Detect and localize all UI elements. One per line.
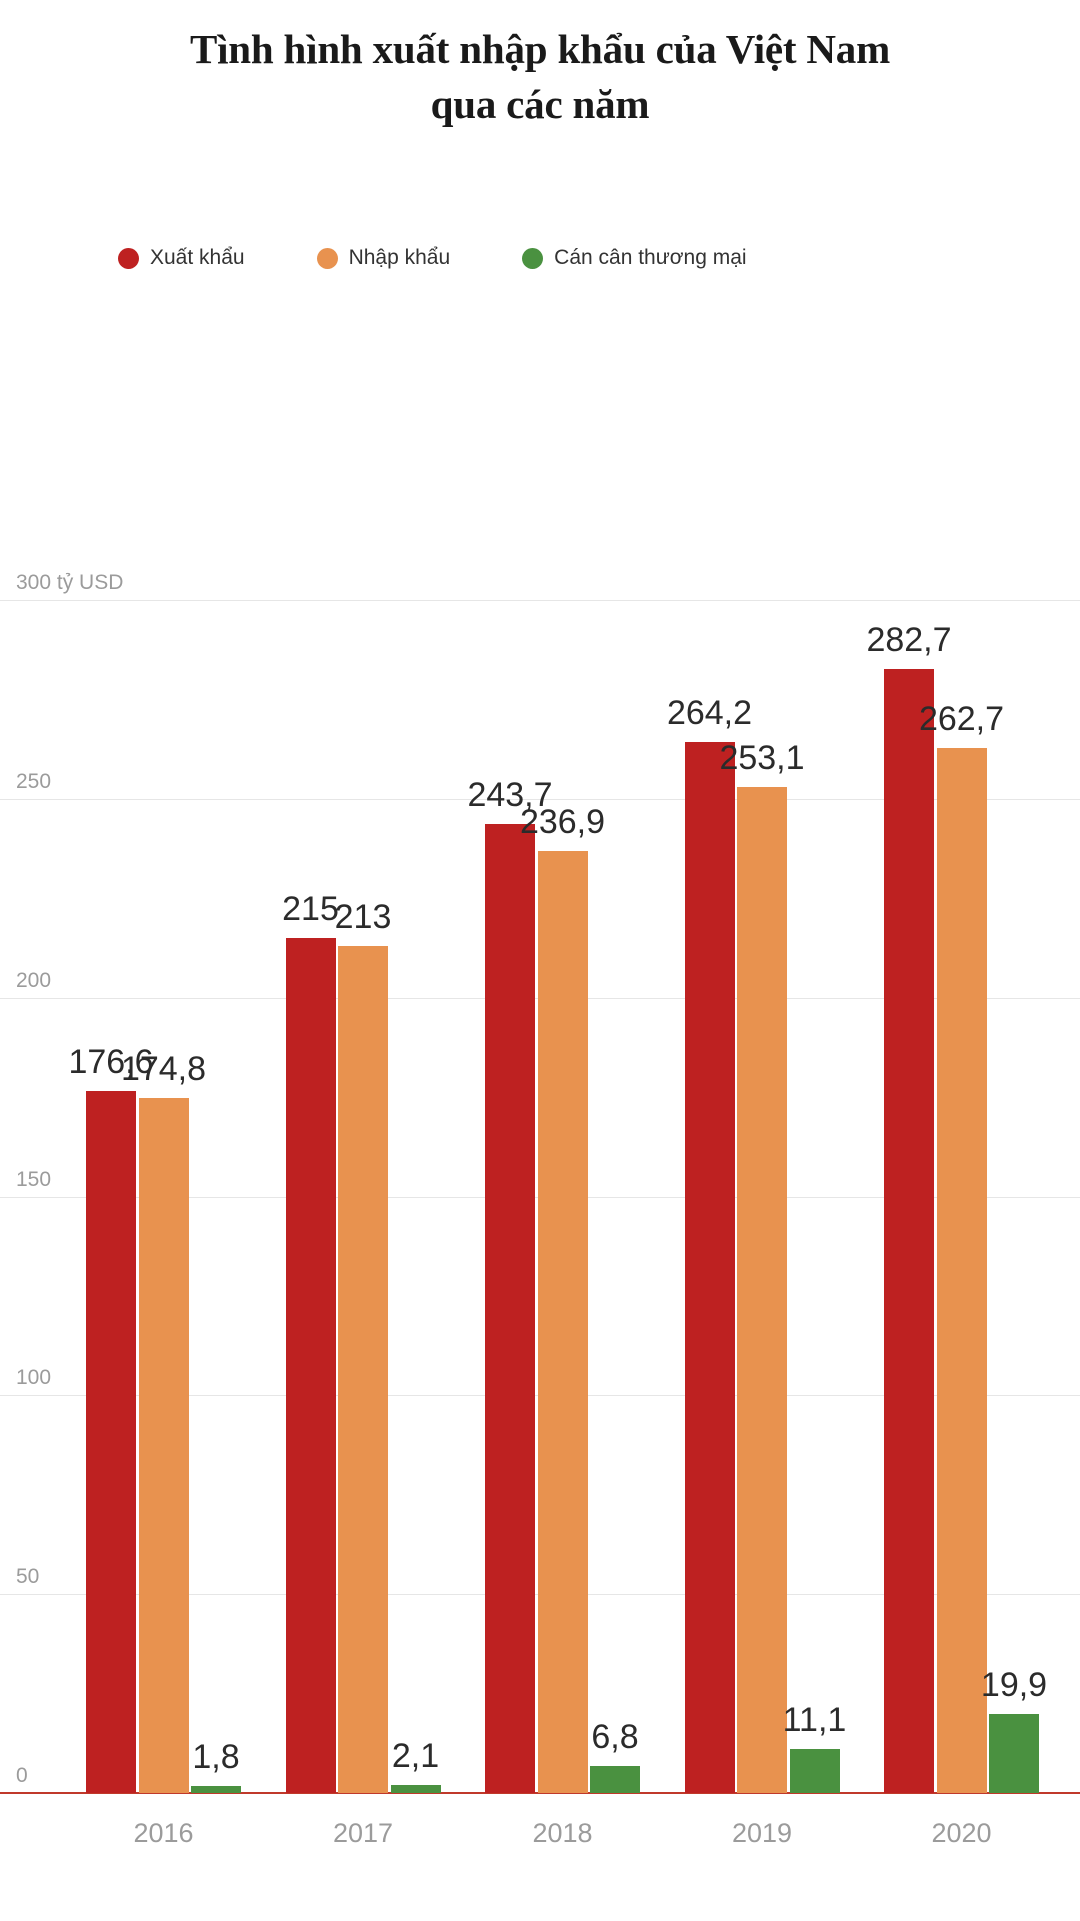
bar-value-label: 243,7 [467,775,553,814]
chart-legend: Xuất khẩu Nhập khẩu Cán cân thương mại [118,246,747,270]
bar-value-label: 174,8 [120,1049,207,1088]
bar-value-label: 176,6 [68,1042,154,1081]
bar[interactable] [737,786,787,1793]
bar-value-label: 1,8 [192,1737,240,1776]
bar[interactable] [884,668,934,1793]
bar-value-label: 253,1 [719,738,805,777]
legend-item[interactable]: Xuất khẩu [118,246,245,270]
legend-dot-icon [316,247,338,269]
bar[interactable] [285,938,336,1793]
bar[interactable] [138,1097,189,1793]
gridline [0,600,1080,601]
bar[interactable] [989,1713,1039,1793]
bar[interactable] [390,1784,441,1793]
title-line-2: qua các năm [430,80,650,127]
x-axis-tick-label: 2018 [532,1818,593,1848]
x-axis-tick-label: 2016 [133,1818,194,1848]
y-axis-tick-label: 300 tỷ USD [16,571,124,594]
bar-value-label: 6,8 [591,1717,639,1756]
bar[interactable] [789,1748,840,1793]
x-axis-tick-label: 2020 [931,1818,992,1848]
bar[interactable] [191,1785,241,1793]
bar[interactable] [684,742,735,1793]
bar-value-label: 282,7 [866,620,952,659]
y-axis-tick-label: 150 [16,1167,52,1191]
bar[interactable] [485,823,535,1793]
y-axis-tick-label: 200 [16,968,52,992]
y-axis-tick-label: 100 [16,1366,52,1390]
bar-value-label: 11,1 [782,1700,847,1739]
bar-value-label: 264,2 [666,694,753,733]
bar-value-label: 262,7 [918,700,1005,739]
legend-dot-icon [118,247,139,269]
bar-value-label: 236,9 [519,802,606,841]
y-axis-tick-label: 250 [16,769,52,793]
page-title: Tình hình xuất nhập khẩu của Việt Nam qu… [0,22,1080,131]
bar[interactable] [86,1090,136,1793]
x-axis-tick-label: 2017 [332,1818,394,1848]
legend-item[interactable]: Cán cân thương mại [522,246,747,270]
legend-item-label: Xuất khẩu [150,246,245,269]
bar-value-label: 215 [282,890,339,929]
bar-value-label: 2,1 [391,1736,440,1775]
bar[interactable] [936,748,987,1793]
y-axis-tick-label: 0 [16,1764,28,1787]
legend-item-label: Nhập khẩu [348,246,451,269]
legend-item-label: Cán cân thương mại [554,246,747,269]
legend-dot-icon [522,247,544,269]
legend-item[interactable]: Nhập khẩu [316,246,451,270]
bar[interactable] [537,850,588,1793]
y-axis-tick-label: 50 [16,1565,40,1589]
x-axis-tick-label: 2019 [731,1818,793,1848]
bar-value-label: 19,9 [980,1665,1048,1704]
bar[interactable] [590,1765,640,1793]
axis-baseline [0,1792,1080,1794]
bar[interactable] [338,945,388,1793]
title-line-1: Tình hình xuất nhập khẩu của Việt Nam [189,26,891,72]
gridline [0,798,1080,800]
bar-value-label: 213 [334,897,392,936]
